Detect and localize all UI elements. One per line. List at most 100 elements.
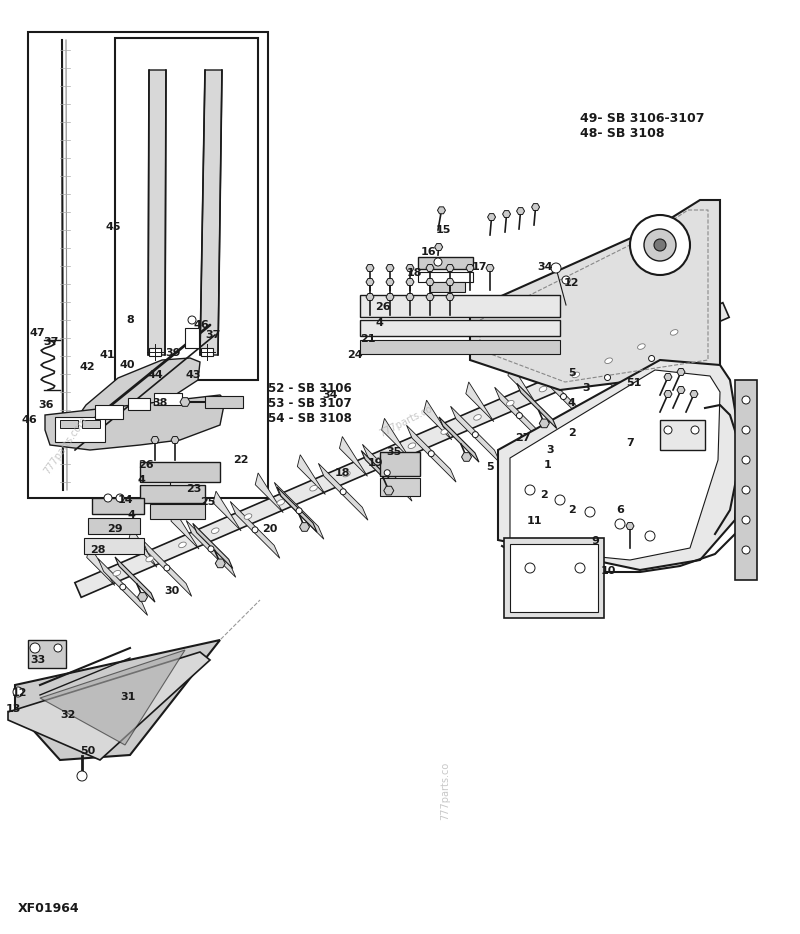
Circle shape [188,316,196,324]
Circle shape [742,456,750,464]
Text: 24: 24 [347,350,362,360]
Circle shape [384,470,390,475]
Circle shape [742,396,750,404]
Text: 777parts.com: 777parts.com [42,415,89,475]
Circle shape [252,527,258,533]
Polygon shape [138,593,147,601]
Ellipse shape [146,557,154,562]
Polygon shape [550,346,578,385]
Text: 39: 39 [165,348,181,358]
Text: 29: 29 [107,524,122,534]
Polygon shape [494,388,544,444]
Bar [92,498,144,514]
Polygon shape [362,450,402,496]
Text: 31: 31 [120,692,135,702]
Text: 9: 9 [591,536,599,546]
Text: 37: 37 [205,330,220,340]
Circle shape [561,393,566,400]
Polygon shape [498,360,740,570]
Text: 49- SB 3106-3107: 49- SB 3106-3107 [580,112,705,125]
Polygon shape [626,522,634,530]
Bar [150,504,205,519]
Text: 1: 1 [544,460,552,470]
Ellipse shape [113,571,121,576]
Text: 4: 4 [128,510,136,520]
Bar [84,538,144,554]
Polygon shape [382,418,410,458]
Ellipse shape [408,443,416,448]
Polygon shape [627,330,676,387]
Bar [185,328,199,348]
Text: 54 - SB 3108: 54 - SB 3108 [268,412,352,425]
Polygon shape [142,540,192,596]
Text: 35: 35 [386,447,402,457]
Polygon shape [508,363,536,403]
Text: XF01964: XF01964 [18,902,80,915]
Text: 34: 34 [322,390,338,400]
Bar [128,398,150,410]
Polygon shape [98,559,148,616]
Polygon shape [438,206,446,214]
Text: 50: 50 [80,746,95,756]
Bar [360,320,560,336]
Text: 21: 21 [360,334,375,344]
Text: 777parts.co: 777parts.co [440,762,450,820]
Circle shape [472,432,478,438]
Text: 26: 26 [375,302,390,312]
Polygon shape [339,436,367,476]
Ellipse shape [670,330,678,335]
Polygon shape [406,425,456,482]
Ellipse shape [441,429,449,434]
Text: 12: 12 [12,688,27,698]
Text: 3: 3 [546,445,554,455]
Text: 18: 18 [335,468,350,478]
Circle shape [605,375,610,380]
Ellipse shape [178,542,186,547]
Polygon shape [151,436,159,444]
Bar [380,478,420,496]
Ellipse shape [506,401,514,406]
Polygon shape [426,293,434,301]
Polygon shape [677,387,685,393]
Ellipse shape [342,472,350,477]
Ellipse shape [572,372,580,377]
Text: 22: 22 [233,455,249,465]
Polygon shape [446,278,454,286]
Circle shape [654,239,666,251]
Circle shape [120,584,126,590]
Polygon shape [366,264,374,272]
Polygon shape [299,523,310,531]
Polygon shape [129,528,157,567]
Polygon shape [592,327,620,367]
Bar [735,380,757,580]
Polygon shape [213,491,241,531]
Text: 777parts.co: 777parts.co [378,403,434,439]
Circle shape [208,545,214,552]
Polygon shape [634,309,662,349]
Text: 52 - SB 3106: 52 - SB 3106 [268,382,352,395]
Text: 13: 13 [6,704,22,714]
Text: 46: 46 [194,320,210,330]
Ellipse shape [277,500,285,505]
Circle shape [116,494,124,502]
Text: 48- SB 3108: 48- SB 3108 [580,127,665,140]
Polygon shape [386,293,394,301]
Bar [140,462,220,482]
Text: 42: 42 [80,362,96,372]
Polygon shape [298,455,326,494]
Circle shape [691,426,699,434]
Text: 26: 26 [138,460,154,470]
Polygon shape [426,264,434,272]
Text: 25: 25 [200,497,215,507]
Text: 44: 44 [147,370,162,380]
Polygon shape [318,463,368,520]
Text: 2: 2 [568,505,576,515]
Ellipse shape [605,358,613,363]
Circle shape [664,426,672,434]
Polygon shape [362,445,412,502]
Circle shape [340,488,346,495]
Bar [430,282,465,292]
Bar [154,393,182,405]
Polygon shape [40,650,185,745]
Polygon shape [446,293,454,301]
